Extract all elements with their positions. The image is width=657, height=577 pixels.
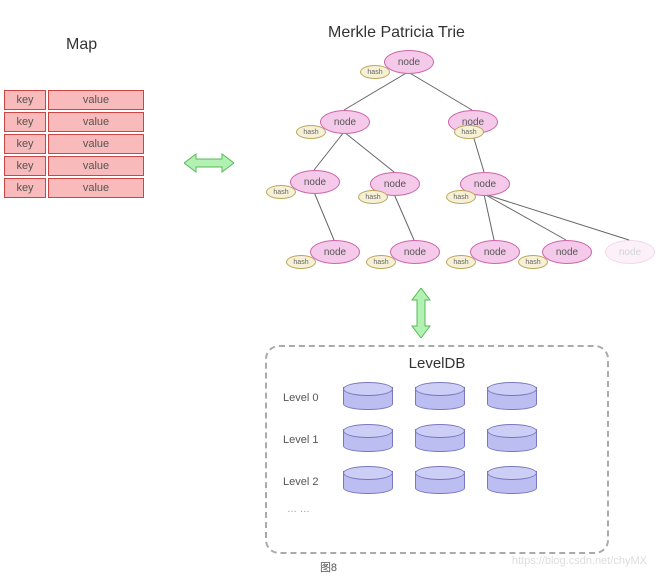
map-key-cell: key: [4, 134, 46, 154]
trie-node: node: [605, 240, 655, 264]
map-value-cell: value: [48, 178, 144, 198]
trie-node: node: [384, 50, 434, 74]
map-key-cell: key: [4, 112, 46, 132]
trie-hash: hash: [454, 125, 484, 139]
level-label: Level 1: [283, 434, 343, 446]
leveldb-title: LevelDB: [267, 355, 607, 372]
trie-hash: hash: [446, 190, 476, 204]
trie-hash: hash: [360, 65, 390, 79]
cylinder-icon: [487, 466, 535, 498]
cylinder-icon: [487, 382, 535, 414]
cylinder-icon: [343, 466, 391, 498]
map-title: Map: [66, 36, 97, 54]
map-row: keyvalue: [4, 134, 144, 154]
trie-hash: hash: [296, 125, 326, 139]
horizontal-arrow-icon: [184, 152, 234, 174]
map-row: keyvalue: [4, 178, 144, 198]
trie-hash: hash: [446, 255, 476, 269]
trie-node: node: [390, 240, 440, 264]
trie-node: node: [290, 170, 340, 194]
cylinder-icon: [415, 424, 463, 456]
level-row: Level 0: [283, 382, 607, 414]
trie-node: node: [470, 240, 520, 264]
map-value-cell: value: [48, 90, 144, 110]
trie-hash: hash: [518, 255, 548, 269]
trie-node: node: [310, 240, 360, 264]
map-row: keyvalue: [4, 112, 144, 132]
cylinder-icon: [415, 466, 463, 498]
map-value-cell: value: [48, 112, 144, 132]
map-row: keyvalue: [4, 156, 144, 176]
level-label: Level 0: [283, 392, 343, 404]
trie-title: Merkle Patricia Trie: [328, 24, 465, 42]
map-key-cell: key: [4, 90, 46, 110]
level-row: Level 2: [283, 466, 607, 498]
leveldb-ellipsis: … …: [287, 504, 607, 515]
trie-hash: hash: [358, 190, 388, 204]
map-key-cell: key: [4, 178, 46, 198]
cylinder-icon: [343, 424, 391, 456]
trie-node: node: [320, 110, 370, 134]
map-value-cell: value: [48, 156, 144, 176]
cylinder-icon: [343, 382, 391, 414]
level-label: Level 2: [283, 476, 343, 488]
map-key-cell: key: [4, 156, 46, 176]
map-table: keyvaluekeyvaluekeyvaluekeyvaluekeyvalue: [4, 90, 144, 200]
trie-hash: hash: [286, 255, 316, 269]
map-value-cell: value: [48, 134, 144, 154]
trie-hash: hash: [366, 255, 396, 269]
leveldb-box: LevelDB Level 0 Level 1 Level 2 … …: [265, 345, 609, 554]
cylinder-icon: [487, 424, 535, 456]
vertical-arrow-icon: [410, 288, 432, 338]
trie-hash: hash: [266, 185, 296, 199]
trie-node: node: [542, 240, 592, 264]
map-row: keyvalue: [4, 90, 144, 110]
watermark: https://blog.csdn.net/chyMX: [512, 555, 647, 567]
cylinder-icon: [415, 382, 463, 414]
level-row: Level 1: [283, 424, 607, 456]
